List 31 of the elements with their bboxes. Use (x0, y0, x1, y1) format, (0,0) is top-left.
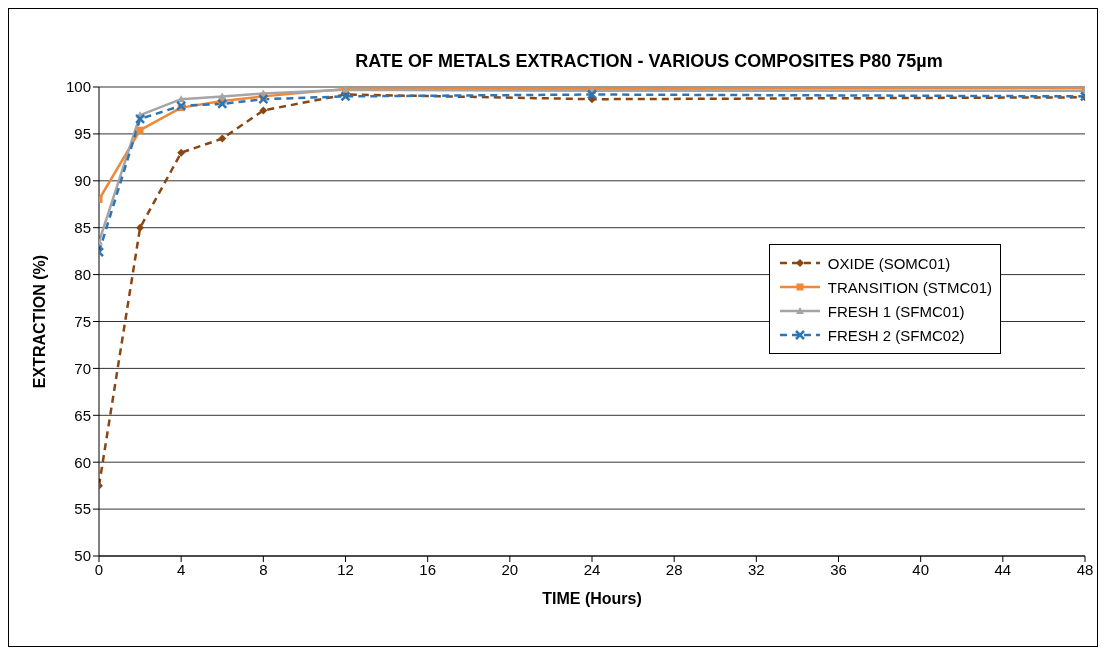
y-tick-label: 90 (74, 172, 91, 190)
y-tick-label: 60 (74, 453, 91, 471)
x-tick-label: 40 (912, 560, 930, 578)
legend-label: TRANSITION (STMC01) (827, 278, 992, 296)
x-tick-label: 32 (747, 560, 765, 578)
y-tick-label: 55 (74, 500, 91, 518)
chart-title: RATE OF METALS EXTRACTION - VARIOUS COMPOSITES P80 75µm (354, 51, 944, 72)
y-tick-label: 70 (74, 359, 91, 377)
x-tick-label: 8 (259, 560, 268, 578)
legend-label: FRESH 1 (SFMC01) (827, 302, 965, 320)
legend-label: FRESH 2 (SFMC02) (827, 326, 965, 344)
y-tick-label: 80 (74, 265, 91, 283)
y-tick-label: 100 (65, 78, 91, 96)
y-tick-label: 95 (74, 125, 91, 143)
x-tick-label: 48 (1076, 560, 1094, 578)
x-tick-label: 0 (94, 560, 104, 578)
x-tick-label: 28 (665, 560, 683, 578)
x-tick-label: 44 (994, 560, 1012, 578)
y-tick-label: 85 (74, 219, 91, 237)
x-tick-label: 4 (176, 560, 186, 578)
y-tick-label: 50 (74, 547, 91, 565)
x-tick-label: 12 (337, 560, 354, 578)
y-axis-title: EXTRACTION (%) (30, 254, 48, 389)
x-tick-label: 16 (419, 560, 437, 578)
x-tick-label: 20 (501, 560, 519, 578)
x-tick-label: 24 (583, 560, 601, 578)
x-tick-label: 36 (830, 560, 847, 578)
legend-label: OXIDE (SOMC01) (827, 254, 951, 272)
y-tick-label: 75 (74, 312, 91, 330)
x-axis-title: TIME (Hours) (542, 590, 642, 607)
y-tick-label: 65 (74, 406, 91, 424)
